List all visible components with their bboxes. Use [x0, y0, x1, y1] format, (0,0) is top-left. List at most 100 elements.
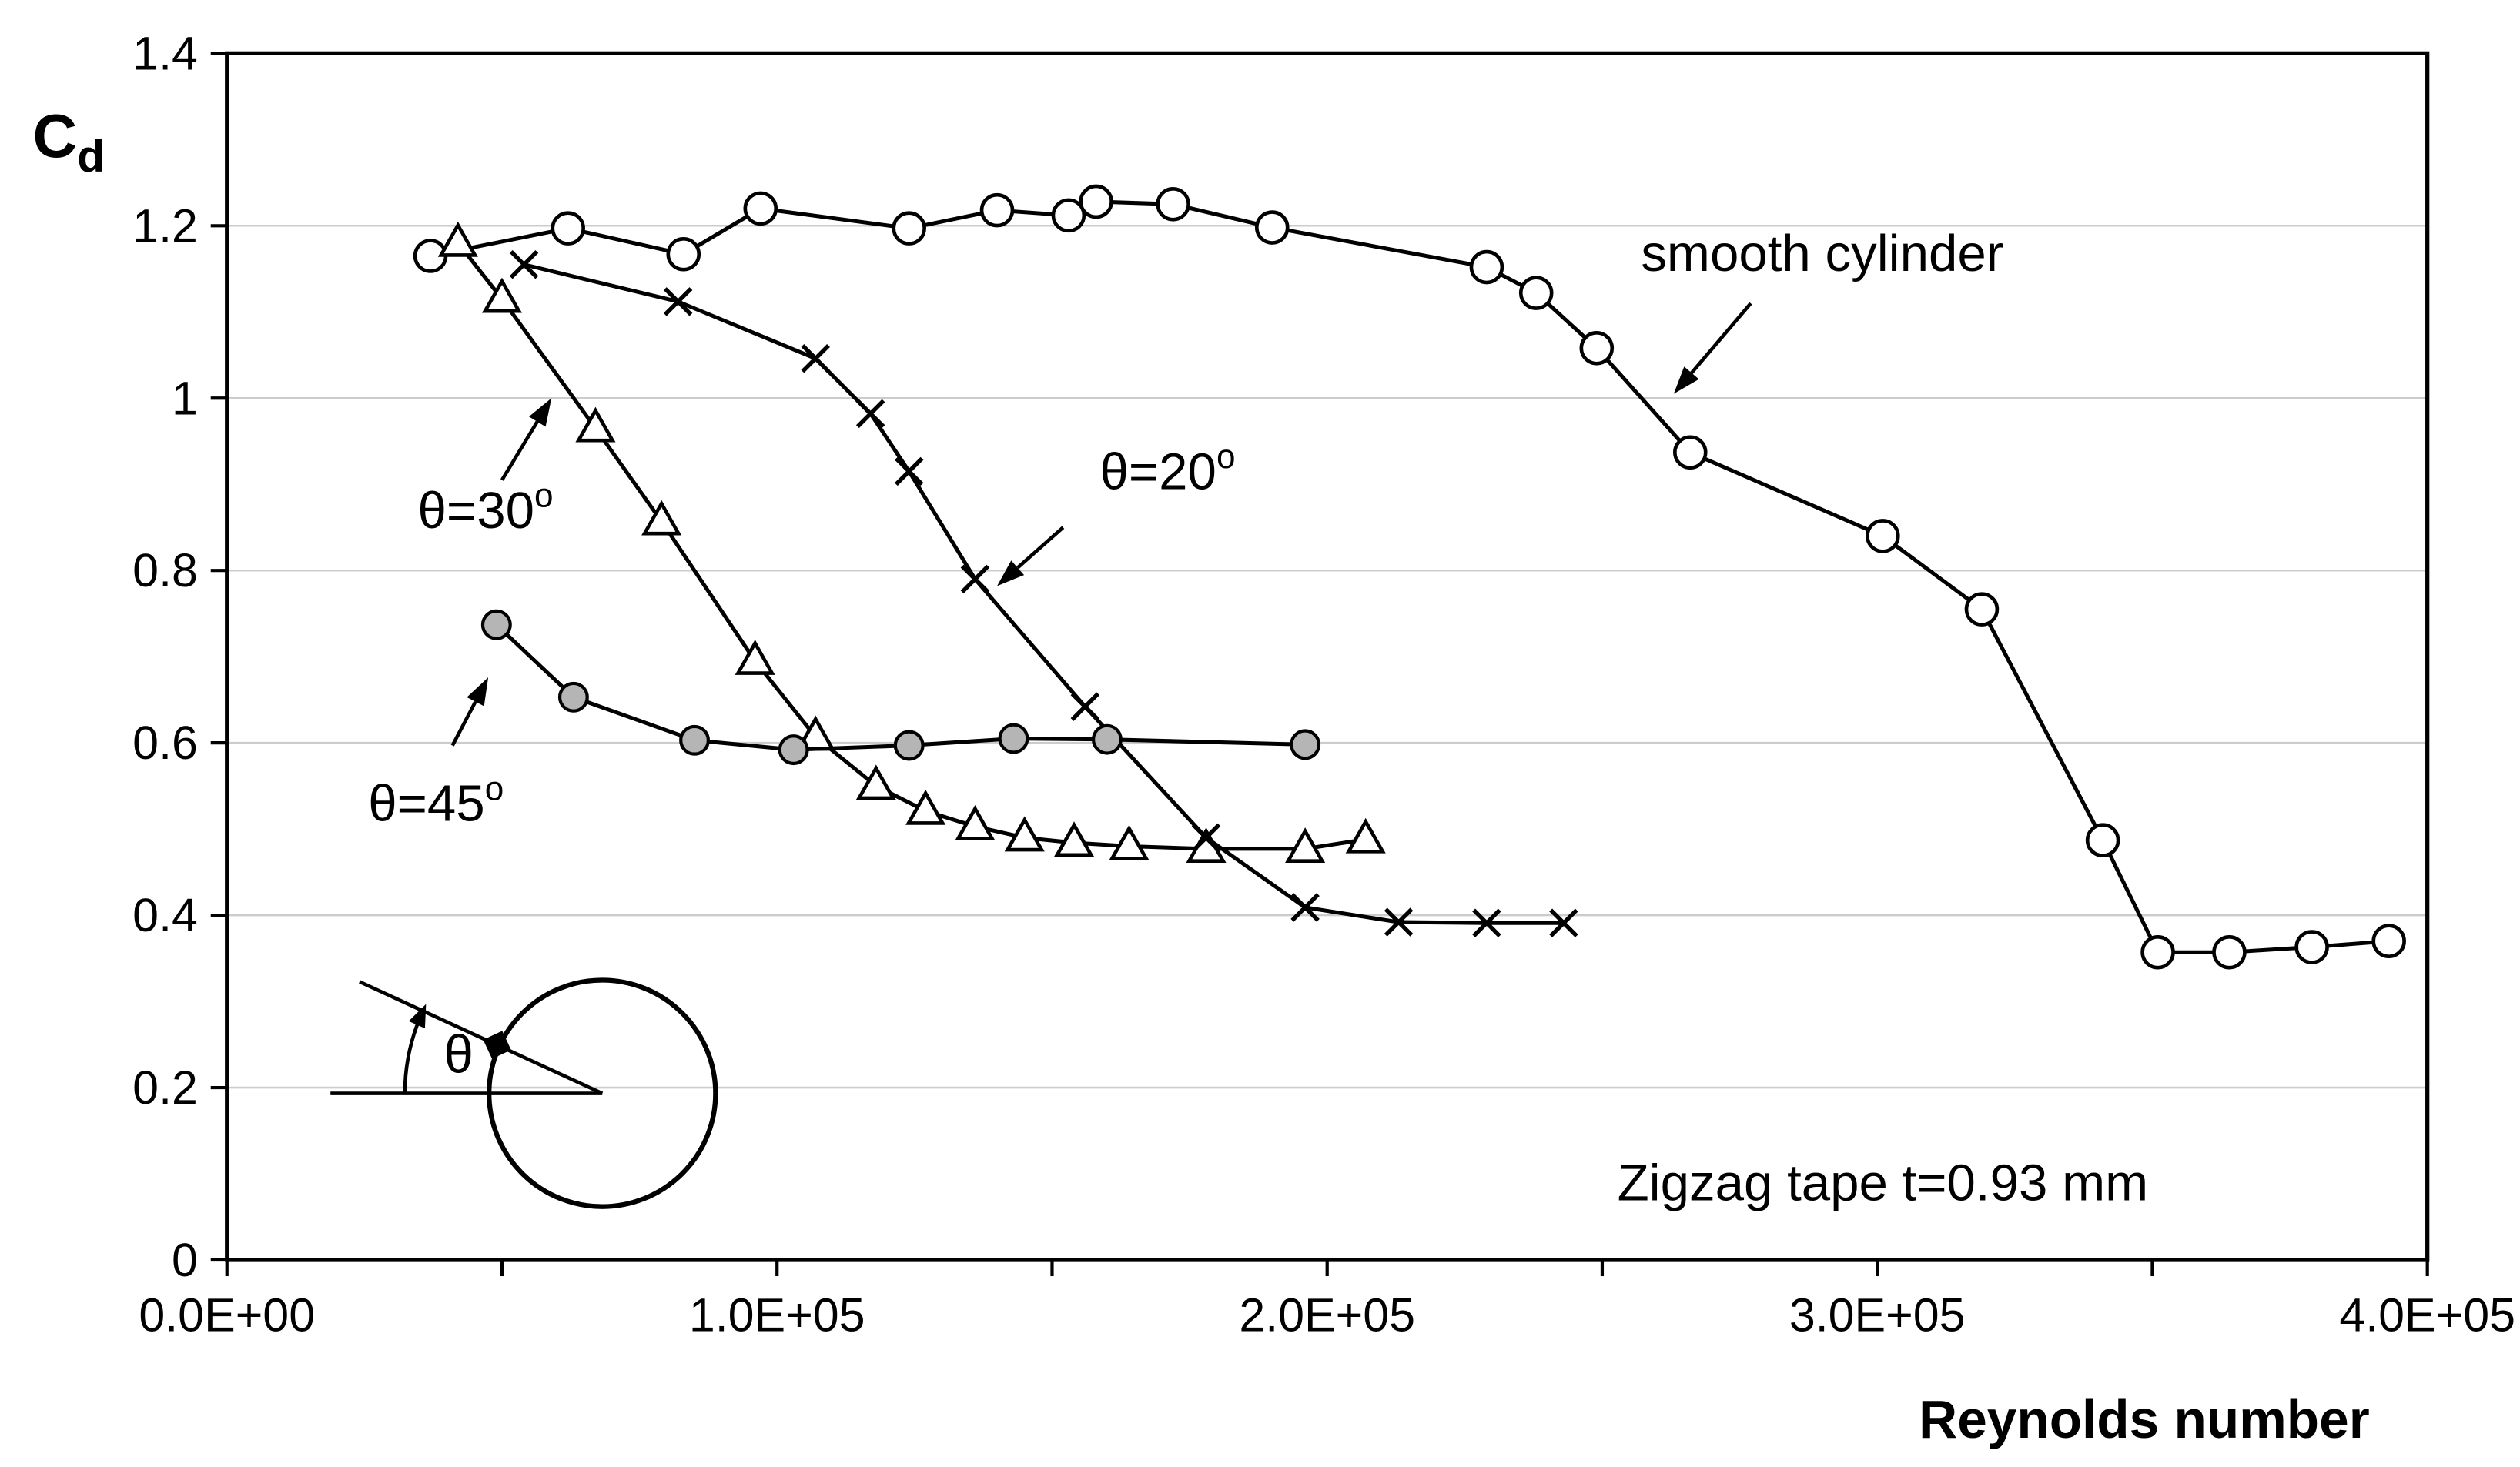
x-tick-label: 3.0E+05 [1789, 1288, 1966, 1341]
data-point-marker [1469, 249, 1504, 285]
series-line [495, 623, 1306, 752]
annotation-text: θ=20o [1100, 438, 1236, 500]
theta-arc-arrowhead [408, 1004, 427, 1029]
y-tick-label: 1.4 [132, 27, 198, 79]
zigzag-tape-marker [483, 1031, 511, 1059]
data-point-marker [801, 344, 830, 373]
smooth-cylinder-label: smooth cylinder [1641, 225, 2003, 394]
data-point-marker [2212, 934, 2247, 970]
data-point-marker [480, 609, 512, 640]
x-axis-title: Reynolds number [1919, 1389, 2370, 1449]
data-point-marker [1156, 187, 1190, 222]
annotation-arrowhead [529, 398, 552, 427]
data-point-marker [893, 730, 925, 761]
annotation-superscript: o [485, 770, 504, 807]
data-point-marker [1672, 435, 1708, 470]
theta-symbol: θ [443, 1024, 474, 1084]
data-point-marker [998, 723, 1029, 754]
data-point-marker [2371, 924, 2406, 958]
data-point-marker [1518, 276, 1554, 310]
data-point-marker [641, 500, 682, 536]
data-point-marker [905, 789, 946, 825]
series-theta-20 [509, 249, 1578, 937]
data-point-marker [1579, 331, 1615, 366]
data-point-marker [1109, 824, 1150, 860]
annotation-arrowhead [467, 677, 489, 707]
data-point-marker [1051, 198, 1086, 233]
annotation-arrowhead [997, 560, 1025, 586]
data-point-marker [551, 211, 585, 246]
y-tick-label: 1 [172, 372, 198, 424]
data-point-marker [1054, 821, 1095, 857]
data-point-marker [2294, 930, 2329, 964]
data-point-marker [1004, 816, 1045, 852]
data-point-marker [1285, 827, 1326, 863]
annotation-text: θ=30o [418, 477, 554, 540]
y-tick-label: 0.8 [132, 544, 198, 596]
theta-45-label: θ=45o [368, 677, 504, 833]
zigzag-tape-note: Zigzag tape t=0.93 mm [1618, 1154, 2149, 1211]
data-point-marker [892, 211, 926, 246]
data-point-marker [481, 277, 523, 313]
data-point-marker [960, 564, 990, 594]
annotation-text: θ=45o [368, 770, 504, 832]
data-point-marker [778, 734, 809, 766]
annotation-text: Zigzag tape t=0.93 mm [1618, 1154, 2149, 1211]
data-point-marker [1384, 907, 1414, 937]
data-point-marker [735, 639, 775, 675]
annotation-superscript: o [534, 477, 554, 515]
tape-angle-line [359, 980, 604, 1095]
annotation-arrow-line [1016, 526, 1065, 570]
annotation-arrow-line [500, 420, 539, 481]
series-theta-45 [480, 609, 1321, 766]
data-point-marker [1191, 823, 1221, 853]
data-point-marker [1091, 723, 1123, 755]
inset-cylinder-diagram: θ [330, 977, 718, 1209]
data-point-marker [1290, 729, 1321, 760]
data-point-marker [1079, 184, 1113, 219]
series-line [523, 262, 1564, 925]
data-point-marker [1070, 692, 1100, 721]
data-point-marker [979, 192, 1015, 228]
x-tick-label: 2.0E+05 [1239, 1288, 1415, 1341]
data-point-marker [1964, 592, 2000, 627]
data-point-marker [855, 764, 896, 800]
data-point-marker [1345, 817, 1386, 854]
y-tick-label: 0.6 [132, 717, 198, 769]
data-point-marker [557, 681, 589, 713]
data-point-marker [437, 221, 478, 257]
data-point-marker [743, 191, 778, 226]
y-tick-label: 1.2 [132, 199, 198, 252]
theta-30-label: θ=30o [418, 398, 554, 540]
annotation-text: smooth cylinder [1641, 225, 2003, 282]
data-point-marker [2140, 934, 2175, 970]
series-theta-30 [437, 221, 1386, 863]
data-point-marker [666, 236, 701, 272]
data-point-marker [1866, 519, 1900, 553]
annotation-arrow-line [450, 700, 477, 747]
data-point-marker [509, 249, 539, 279]
annotation-arrow-line [1690, 302, 1752, 374]
series-smooth-cylinder [413, 184, 2406, 970]
annotation-superscript: o [1216, 438, 1236, 476]
data-point-marker [663, 287, 693, 316]
x-tick-label: 0.0E+00 [139, 1288, 315, 1341]
data-point-marker [855, 399, 885, 429]
y-axis-title-subscript: d [77, 132, 105, 182]
data-point-marker [575, 406, 616, 443]
x-tick-label: 1.0E+05 [689, 1288, 865, 1341]
data-point-marker [2085, 823, 2120, 857]
data-point-marker [1254, 210, 1290, 245]
data-point-marker [1549, 908, 1578, 937]
data-point-marker [679, 724, 711, 756]
y-tick-label: 0 [172, 1234, 198, 1286]
data-point-marker [894, 456, 924, 486]
data-point-marker [1472, 908, 1501, 937]
data-point-marker [955, 804, 996, 840]
y-tick-label: 0.4 [132, 889, 198, 941]
y-tick-label: 0.2 [132, 1061, 198, 1114]
annotation-arrowhead [1673, 366, 1699, 394]
